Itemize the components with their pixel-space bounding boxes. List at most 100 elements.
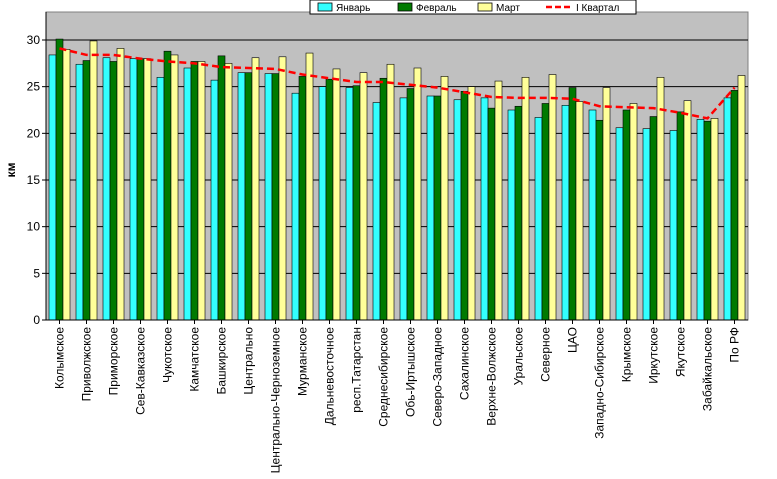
y-axis: 0 5 10 15 20 25 30: [27, 12, 47, 327]
bar: [399, 97, 408, 321]
legend-label: Январь: [336, 3, 370, 14]
bar: [595, 119, 604, 321]
bar: [561, 105, 570, 321]
x-tick-label: Мурманское: [296, 327, 310, 396]
y-tick-label: 10: [27, 220, 41, 234]
bar: [602, 87, 611, 321]
bar: [487, 107, 496, 321]
x-tick-label: Сахалинское: [458, 327, 472, 400]
bar: [521, 77, 530, 321]
bar: [352, 85, 361, 321]
bar: [109, 61, 118, 321]
bar: [318, 86, 327, 321]
y-tick-label: 0: [33, 313, 40, 327]
bar: [264, 73, 273, 321]
x-tick-label: Колымское: [53, 327, 67, 389]
bar: [75, 63, 84, 321]
bar: [298, 76, 307, 321]
bar: [379, 77, 388, 321]
legend-label: Март: [496, 3, 520, 14]
x-tick-label: Приволжское: [80, 327, 94, 402]
bar: [183, 67, 192, 321]
bar: [460, 91, 469, 321]
x-tick-label: Камчатское: [188, 327, 202, 392]
quarter-line: [59, 47, 736, 120]
bar: [710, 118, 719, 321]
bar: [359, 72, 368, 321]
bar: [163, 50, 172, 321]
x-axis: Колымское Приволжское Приморское Сев-Кавказ…: [46, 319, 748, 474]
y-tick-label: 30: [27, 33, 41, 47]
bar: [62, 49, 71, 321]
x-tick-label: Якутское: [674, 327, 688, 377]
bar: [507, 109, 516, 321]
bar: [332, 68, 341, 321]
x-tick-label: Центрально: [242, 327, 256, 395]
y-axis-title: км: [4, 162, 18, 177]
bar: [480, 97, 489, 321]
bar: [440, 76, 449, 321]
bar: [224, 63, 233, 321]
bar: [730, 90, 739, 321]
y-tick-label: 15: [27, 173, 41, 187]
bar: [541, 103, 550, 321]
legend-label: I Квартал: [576, 3, 620, 14]
bar: [170, 54, 179, 321]
bar: [129, 58, 138, 321]
bar: [237, 72, 246, 321]
legend-swatch: [397, 2, 413, 12]
bar: [156, 77, 165, 321]
x-tick-label: Крымское: [620, 327, 634, 383]
legend-swatch: [477, 2, 493, 12]
x-tick-label: Сев-Кавказское: [134, 327, 148, 415]
series-line: [59, 47, 736, 120]
y-tick-label: 5: [33, 266, 40, 280]
bar: [325, 78, 334, 321]
bar: [737, 75, 746, 321]
bar: [656, 77, 665, 321]
x-tick-label: Верхне-Волжское: [485, 327, 499, 426]
bar: [372, 102, 381, 321]
x-tick-label: ЦАО: [566, 327, 580, 353]
bar: [102, 57, 111, 321]
legend: Январь Февраль Март I Квартал: [309, 0, 637, 15]
bar: [568, 87, 577, 321]
bar: [426, 95, 435, 321]
x-tick-label: Северо-Западное: [431, 327, 445, 427]
legend-swatch: [317, 2, 333, 12]
bar: [278, 56, 287, 321]
x-tick-label: Приморское: [107, 327, 121, 396]
x-tick-label: Северное: [539, 327, 553, 382]
x-tick-label: Чукотское: [161, 327, 175, 383]
x-tick-label: Центрально-Черноземное: [269, 327, 283, 474]
bar: [467, 86, 476, 321]
bar: [116, 48, 125, 321]
bar: [244, 72, 253, 321]
x-tick-label: Западно-Сибирское: [593, 327, 607, 439]
bar: [136, 58, 145, 321]
bar: [649, 116, 658, 321]
bar: [210, 79, 219, 321]
bar: [514, 105, 523, 321]
x-tick-label: Иркутское: [647, 327, 661, 384]
bar: [703, 120, 712, 321]
x-tick-label: Среднесибирское: [377, 327, 391, 427]
bar: [575, 101, 584, 321]
bar: [413, 67, 422, 321]
bar: [622, 109, 631, 321]
bar: [534, 117, 543, 321]
x-tick-label: Забайкальское: [701, 327, 715, 411]
x-tick-label: Уральское: [512, 327, 526, 386]
bar: [494, 80, 503, 321]
bar: [433, 95, 442, 321]
bar: [676, 111, 685, 321]
bar: [588, 109, 597, 321]
bars: [48, 38, 746, 321]
bar: [683, 100, 692, 321]
bar: [197, 61, 206, 321]
legend-label: Февраль: [416, 3, 457, 14]
x-tick-label: Башкирское: [215, 327, 229, 395]
y-tick-label: 20: [27, 126, 41, 140]
bar: [642, 128, 651, 321]
